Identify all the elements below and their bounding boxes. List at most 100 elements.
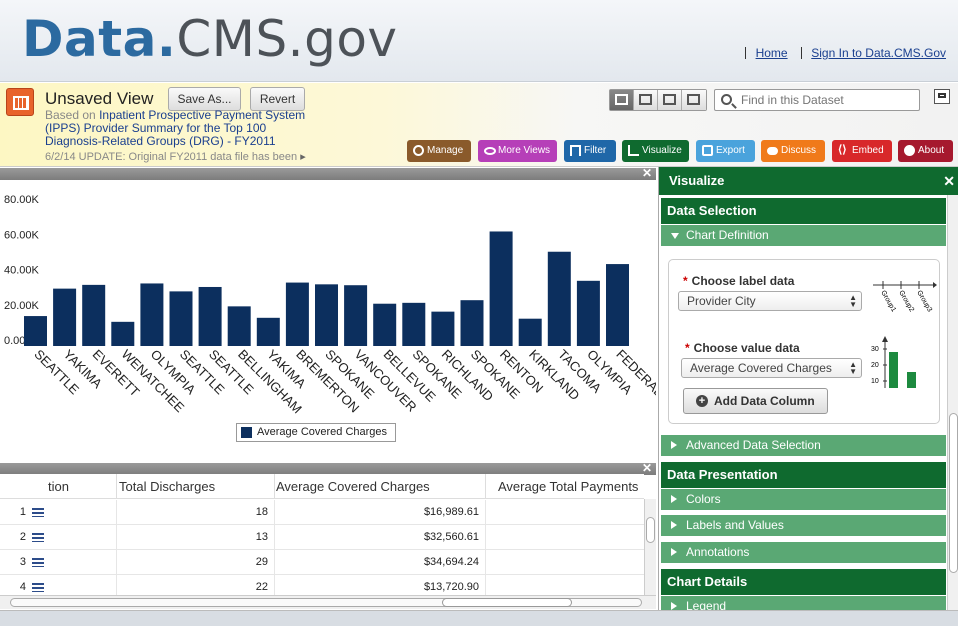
chart-bar[interactable] bbox=[547, 251, 571, 346]
label-data-label: * Choose label data bbox=[683, 274, 795, 288]
total-payments-cell bbox=[486, 525, 644, 549]
export-button[interactable]: Export bbox=[696, 140, 755, 162]
value-data-select[interactable]: Average Covered Charges ▲ ▼ bbox=[681, 358, 862, 378]
chart-bar[interactable] bbox=[111, 321, 135, 346]
chart-bar[interactable] bbox=[140, 283, 164, 346]
labels-values-header[interactable]: Labels and Values bbox=[661, 515, 946, 536]
more-views-label: More Views bbox=[498, 145, 551, 156]
chart-bar[interactable] bbox=[344, 285, 368, 346]
maximize-button[interactable] bbox=[934, 89, 950, 104]
table-horizontal-scrollbar[interactable] bbox=[0, 595, 656, 609]
data-presentation-header[interactable]: Data Presentation bbox=[661, 462, 946, 488]
colors-header[interactable]: Colors bbox=[661, 489, 946, 510]
chart-bar[interactable] bbox=[285, 282, 309, 346]
chart-bar[interactable] bbox=[460, 300, 484, 346]
data-selection-header[interactable]: Data Selection bbox=[661, 198, 946, 224]
more-views-button[interactable]: More Views bbox=[478, 140, 557, 162]
filter-button[interactable]: Filter bbox=[564, 140, 616, 162]
chart-bar[interactable] bbox=[315, 284, 338, 346]
row-view-button[interactable] bbox=[658, 90, 682, 110]
discuss-button[interactable]: Discuss bbox=[761, 140, 825, 162]
chart-bar[interactable] bbox=[373, 303, 397, 346]
page-view-button[interactable] bbox=[682, 90, 706, 110]
table-view-button[interactable] bbox=[634, 90, 658, 110]
revert-button[interactable]: Revert bbox=[250, 87, 305, 111]
add-data-column-label: Add Data Column bbox=[714, 394, 815, 408]
home-link[interactable]: Home bbox=[755, 46, 788, 60]
legend-header[interactable]: Legend bbox=[661, 596, 946, 610]
manage-button[interactable]: Manage bbox=[407, 140, 471, 162]
chart-bar[interactable] bbox=[606, 264, 629, 346]
table-row[interactable]: 3 29 $34,694.24 bbox=[0, 550, 644, 575]
column-header[interactable]: Average Covered Charges bbox=[270, 474, 486, 499]
about-button[interactable]: About bbox=[898, 140, 953, 162]
row-menu-icon[interactable] bbox=[32, 583, 44, 592]
based-on-label: Based on bbox=[45, 108, 96, 122]
chart-bar[interactable] bbox=[24, 316, 47, 346]
row-menu-icon[interactable] bbox=[32, 558, 44, 567]
annotations-label: Annotations bbox=[686, 545, 750, 559]
y-tick-label: 60.00K bbox=[4, 229, 40, 241]
site-header: Data.CMS.gov Home Sign In to Data.CMS.Go… bbox=[0, 0, 958, 82]
table-row[interactable]: 1 18 $16,989.61 bbox=[0, 500, 644, 525]
chart-bar[interactable] bbox=[169, 291, 193, 346]
close-icon[interactable]: ✕ bbox=[641, 461, 652, 475]
close-icon[interactable]: ✕ bbox=[943, 173, 955, 189]
list-icon bbox=[663, 94, 676, 105]
chart-bar[interactable] bbox=[256, 317, 280, 346]
chart-icon bbox=[628, 145, 639, 156]
save-as-button[interactable]: Save As... bbox=[168, 87, 241, 111]
chart-bar[interactable] bbox=[198, 286, 222, 346]
chart-details-header[interactable]: Chart Details bbox=[661, 569, 946, 595]
chart-bar[interactable] bbox=[518, 318, 542, 346]
visualize-label: Visualize bbox=[642, 145, 682, 156]
filter-label: Filter bbox=[584, 145, 607, 156]
embed-label: Embed bbox=[852, 145, 884, 156]
embed-button[interactable]: ⟨⟩ Embed bbox=[832, 140, 892, 162]
collapse-arrow-icon bbox=[671, 233, 679, 239]
table-panel-header: ✕ bbox=[0, 461, 656, 475]
column-header[interactable]: Total Discharges bbox=[113, 474, 275, 499]
chart-bar[interactable] bbox=[53, 288, 77, 346]
chart-bar[interactable] bbox=[227, 306, 251, 346]
chart-bar[interactable] bbox=[82, 284, 106, 346]
advanced-data-selection-header[interactable]: Advanced Data Selection bbox=[661, 435, 946, 456]
top-links: Home Sign In to Data.CMS.Gov bbox=[735, 46, 946, 60]
label-data-select[interactable]: Provider City ▲ ▼ bbox=[678, 291, 862, 311]
sidebar-scrollbar[interactable] bbox=[947, 195, 958, 610]
row-menu-icon[interactable] bbox=[32, 508, 44, 517]
table-row[interactable]: 2 13 $32,560.61 bbox=[0, 525, 644, 550]
chart-view-button[interactable] bbox=[610, 90, 634, 110]
y-tick-label: 80.00K bbox=[4, 194, 40, 206]
table-vertical-scrollbar[interactable] bbox=[644, 499, 656, 595]
sign-in-link[interactable]: Sign In to Data.CMS.Gov bbox=[811, 46, 946, 60]
visualize-button[interactable]: Visualize bbox=[622, 140, 689, 162]
search-input[interactable] bbox=[741, 92, 916, 108]
row-menu-icon[interactable] bbox=[32, 533, 44, 542]
table-cell bbox=[42, 525, 117, 549]
column-header[interactable]: tion bbox=[42, 474, 117, 499]
site-logo[interactable]: Data.CMS.gov bbox=[22, 10, 398, 68]
advanced-label: Advanced Data Selection bbox=[686, 438, 821, 452]
y-tick-label: 20.00K bbox=[4, 300, 40, 312]
filter-icon bbox=[570, 145, 581, 156]
chart-bar[interactable] bbox=[489, 231, 513, 346]
scroll-thumb[interactable] bbox=[442, 598, 572, 607]
label-data-value: Provider City bbox=[687, 294, 756, 308]
column-header[interactable]: Average Total Payments bbox=[498, 479, 639, 494]
expand-arrow-icon[interactable]: ▸ bbox=[300, 151, 306, 163]
scroll-thumb[interactable] bbox=[646, 517, 655, 543]
discharges-cell: 29 bbox=[117, 550, 275, 574]
chart-bar[interactable] bbox=[431, 311, 455, 346]
chart-bar[interactable] bbox=[402, 302, 426, 346]
chart-bar[interactable] bbox=[576, 280, 600, 346]
chart-definition-header[interactable]: Chart Definition bbox=[661, 225, 946, 246]
add-data-column-button[interactable]: + Add Data Column bbox=[683, 388, 828, 414]
y-tick-label: 0.00 bbox=[4, 335, 25, 347]
close-icon[interactable]: ✕ bbox=[641, 166, 652, 180]
code-icon: ⟨⟩ bbox=[838, 144, 847, 156]
about-label: About bbox=[918, 145, 945, 156]
dataset-link[interactable]: Inpatient Prospective Payment System (IP… bbox=[45, 108, 306, 148]
annotations-header[interactable]: Annotations bbox=[661, 542, 946, 563]
scroll-thumb[interactable] bbox=[949, 413, 958, 573]
